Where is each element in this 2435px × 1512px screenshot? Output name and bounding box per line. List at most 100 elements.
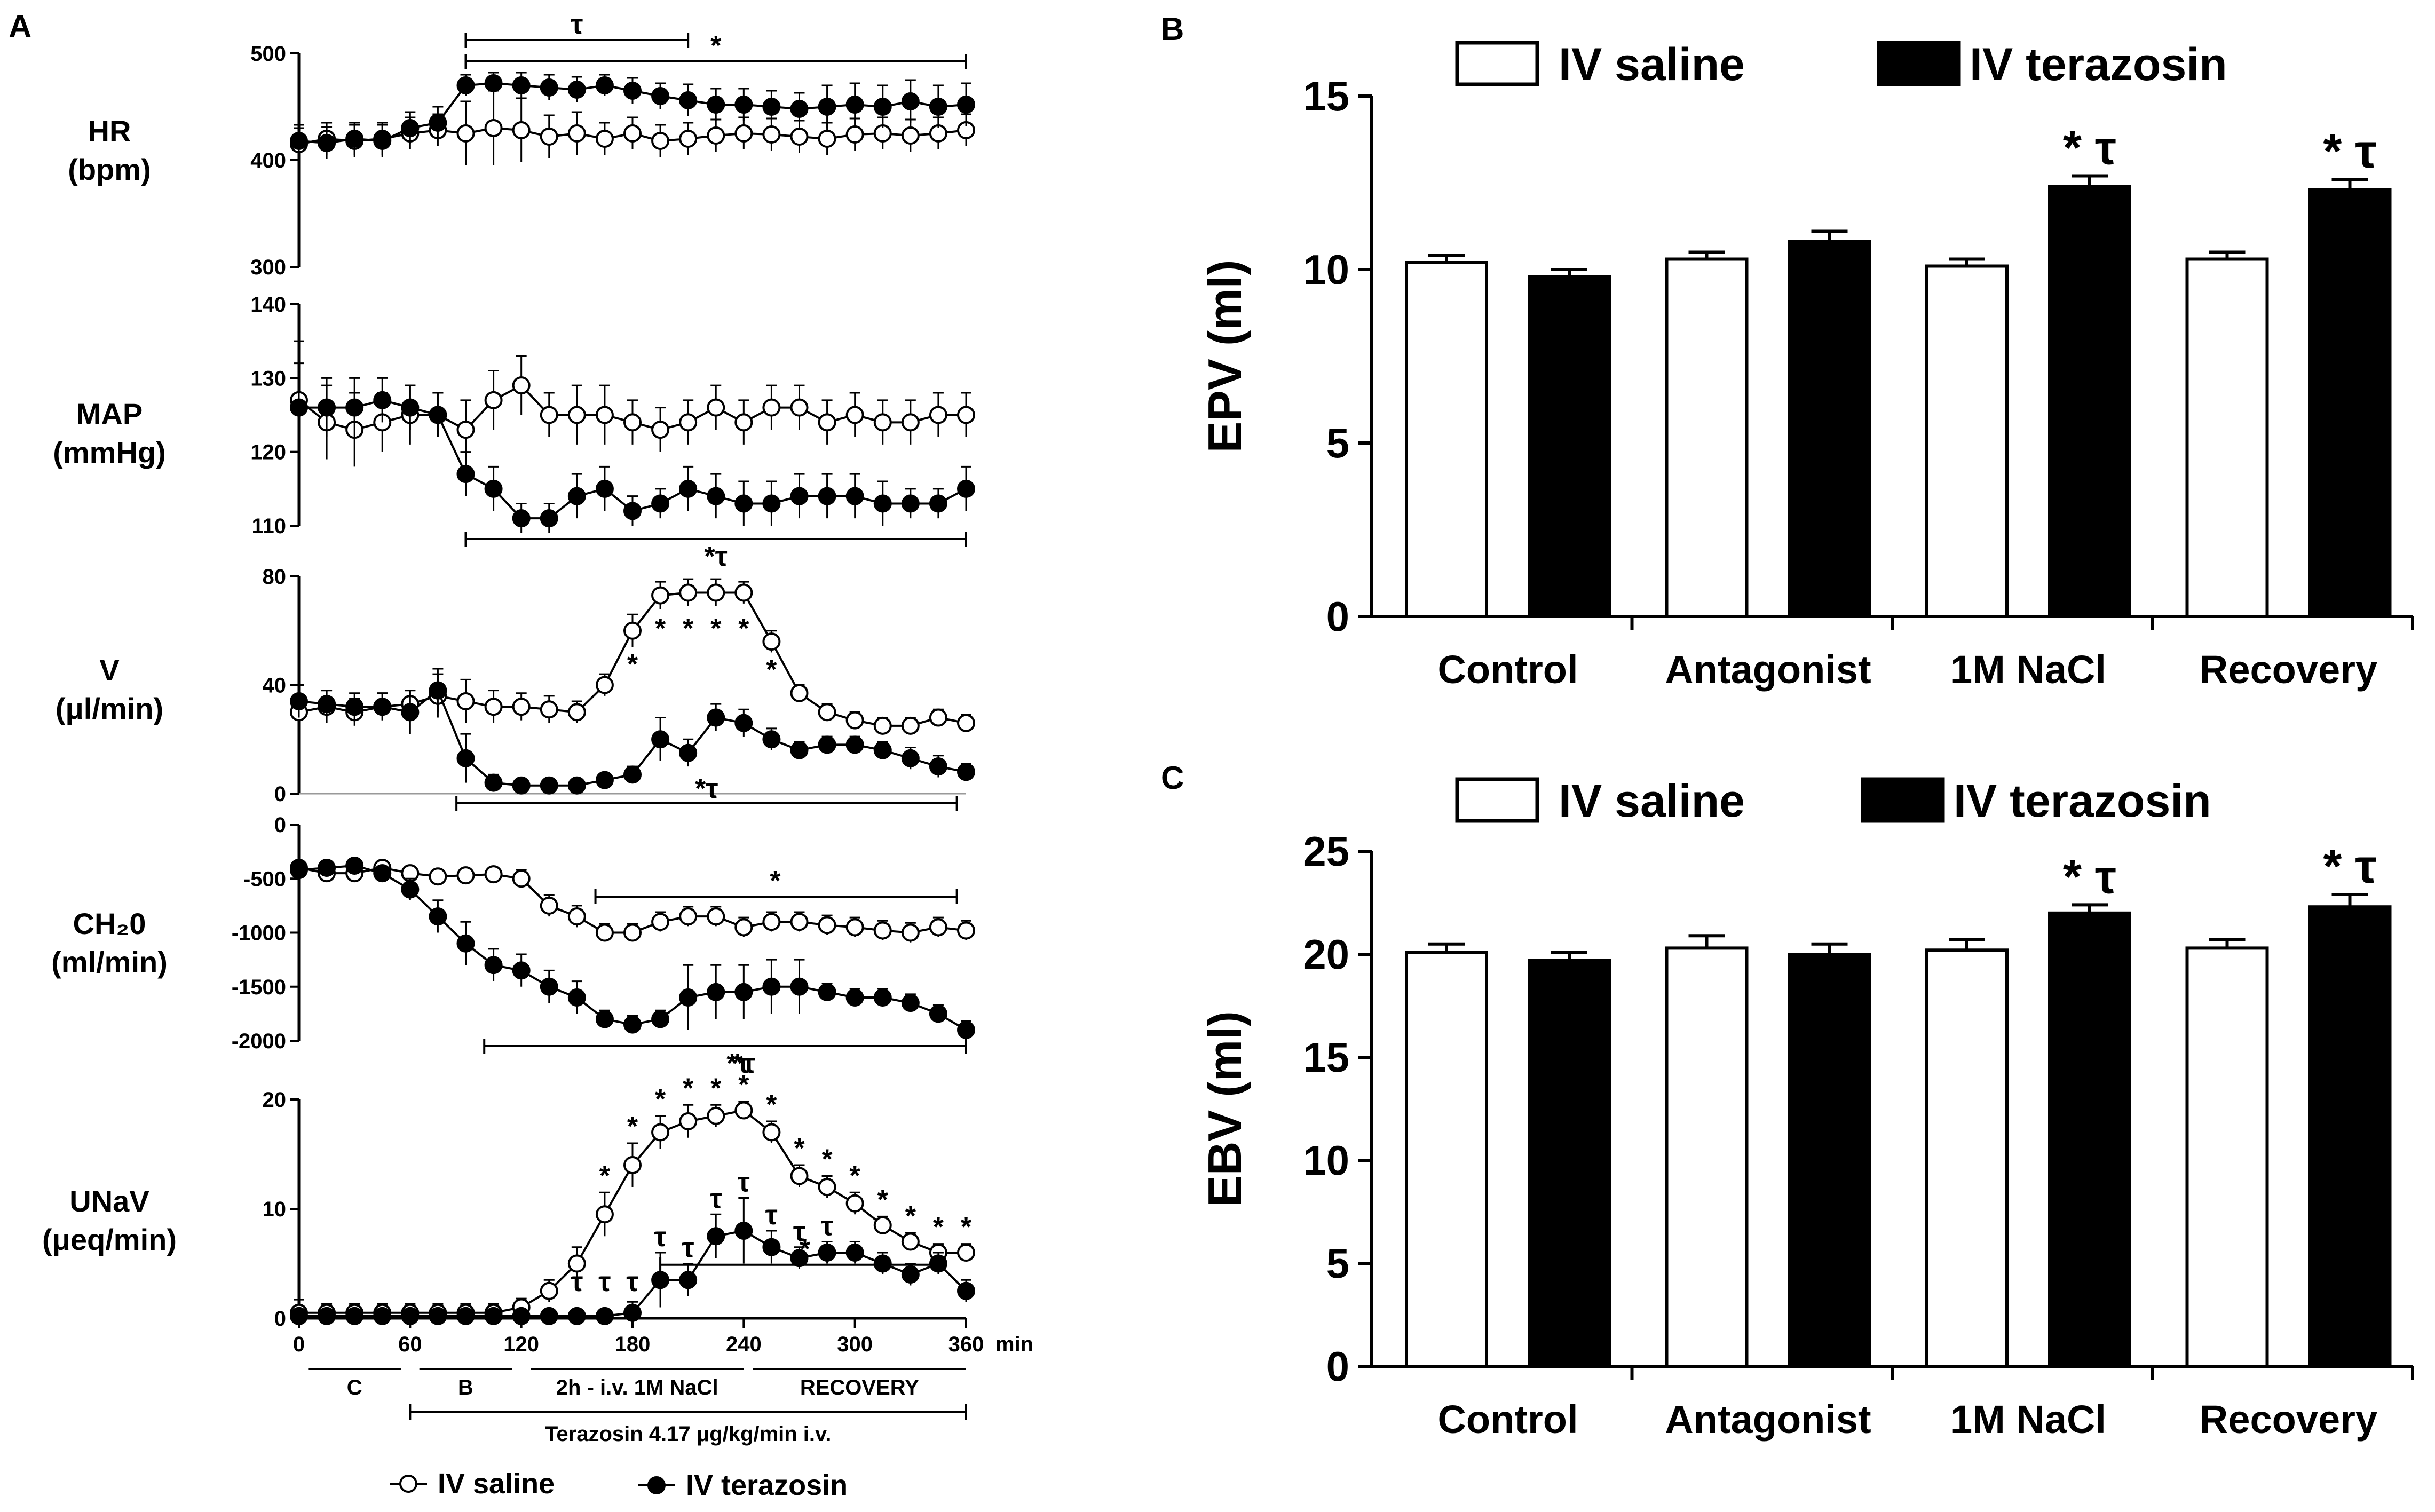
data-point-saline <box>845 406 864 424</box>
y-label-map: MAP <box>76 397 143 431</box>
legend-swatch-terazosin <box>1861 777 1945 823</box>
y-label-v: V <box>99 653 119 687</box>
data-point-saline <box>957 921 975 940</box>
data-point-terazosin <box>567 776 586 795</box>
data-point-saline <box>651 586 670 605</box>
data-point-saline <box>873 921 892 940</box>
phase-labels: C B 2h - i.v. 1M NaCl RECOVERY Terazosin 4.1… <box>308 1368 967 1446</box>
data-point-terazosin <box>873 741 892 759</box>
data-point-saline <box>540 406 558 424</box>
data-point-saline <box>901 1232 920 1251</box>
data-point-terazosin <box>595 1307 614 1325</box>
asterisk-marker: * <box>905 1201 916 1232</box>
data-point-terazosin <box>373 132 392 150</box>
data-point-terazosin <box>929 1004 947 1023</box>
y-tick-label: 20 <box>1303 931 1349 978</box>
data-point-saline <box>790 684 809 702</box>
data-point-terazosin <box>901 1265 920 1284</box>
legend-label-terazosin: IV terazosin <box>686 1469 848 1501</box>
data-point-saline <box>679 130 698 148</box>
y-axis-label: EPV (ml) <box>1198 260 1251 453</box>
legend-marker-saline <box>399 1475 417 1493</box>
data-point-terazosin <box>484 773 503 792</box>
legend-a: IV saline IV terazosin <box>390 1468 848 1501</box>
data-point-terazosin <box>512 961 531 980</box>
x-tick-label: 300 <box>837 1333 873 1356</box>
data-point-saline <box>901 126 920 145</box>
data-point-terazosin <box>567 81 586 99</box>
data-point-saline <box>623 621 642 640</box>
data-point-terazosin <box>456 749 475 767</box>
data-point-saline <box>567 406 586 424</box>
significance-label: * <box>800 1234 811 1265</box>
data-point-saline <box>873 1216 892 1234</box>
y-tick-label: 10 <box>1303 246 1349 293</box>
data-point-terazosin <box>429 907 447 926</box>
data-point-terazosin <box>651 494 670 513</box>
data-point-saline <box>762 398 781 417</box>
data-point-terazosin <box>540 1307 558 1325</box>
data-point-saline <box>762 913 781 931</box>
data-point-saline <box>484 391 503 409</box>
data-point-terazosin <box>290 861 308 880</box>
legend-label-terazosin: IV terazosin <box>1970 39 2227 90</box>
panel-c: C EBV (ml) 0 5 10 15 20 25 Control Antagonist * τ 1… <box>1161 760 2414 1442</box>
data-point-saline <box>679 413 698 432</box>
panel-letter-a: A <box>9 9 31 44</box>
y-unit-hr: (bpm) <box>68 153 151 186</box>
data-point-saline <box>734 918 753 937</box>
line-chart-unav: UNaV (μeq/min) 0 10 20 0 60 120 180 240 300 360 min *… <box>42 1048 1033 1356</box>
y-tick-label: 400 <box>250 149 286 172</box>
data-point-terazosin <box>429 1307 447 1325</box>
data-point-saline <box>762 125 781 144</box>
data-point-terazosin <box>456 1307 475 1325</box>
data-point-terazosin <box>540 776 558 795</box>
y-tick-label: 0 <box>1326 1343 1349 1390</box>
y-unit-ch2o: (ml/min) <box>51 945 168 979</box>
data-point-terazosin <box>429 114 447 132</box>
line-chart-ch2o: CH₂0 (ml/min) -2000 -1500 -1000 -500 0 * *τ <box>51 813 975 1079</box>
y-axis-label: EBV (ml) <box>1198 1011 1251 1207</box>
asterisk-marker: * <box>710 613 722 644</box>
data-point-terazosin <box>707 708 725 727</box>
y-tick-label: 110 <box>251 514 286 538</box>
data-point-saline <box>762 632 781 651</box>
data-point-terazosin <box>456 934 475 953</box>
data-point-saline <box>567 124 586 143</box>
bar-terazosin <box>1528 959 1611 1368</box>
data-point-terazosin <box>651 1010 670 1028</box>
data-point-terazosin <box>873 1254 892 1273</box>
tau-marker: τ <box>821 1211 833 1242</box>
asterisk-marker: * <box>710 1073 722 1104</box>
bar-saline <box>1665 257 1749 618</box>
asterisk-marker: * <box>794 1133 805 1164</box>
data-point-terazosin <box>957 1281 975 1300</box>
bar-saline <box>1665 946 1749 1368</box>
data-point-terazosin <box>401 119 420 137</box>
data-point-saline <box>456 866 475 885</box>
data-point-saline <box>540 1281 558 1300</box>
tau-marker: τ <box>571 1266 583 1297</box>
data-point-saline <box>512 376 531 395</box>
y-tick-label: 15 <box>1303 73 1349 120</box>
significance-label: *τ <box>705 541 728 572</box>
y-tick-label: 0 <box>1326 593 1349 640</box>
data-point-terazosin <box>818 487 836 505</box>
data-point-terazosin <box>679 1271 698 1289</box>
panel-a: AHR(bpm)300400500τ*MAP(mmHg)110120130140… <box>9 9 1033 1501</box>
data-point-terazosin <box>318 398 336 417</box>
asterisk-marker: * <box>683 1073 694 1104</box>
data-point-saline <box>456 692 475 711</box>
bar-terazosin <box>2048 911 2131 1368</box>
data-point-terazosin <box>679 988 698 1007</box>
bar-terazosin <box>2308 905 2392 1368</box>
significance-label: * τ <box>2323 125 2376 178</box>
data-point-saline <box>790 913 809 931</box>
bar-terazosin <box>1788 240 1871 618</box>
x-unit-label: min <box>995 1333 1033 1356</box>
data-point-saline <box>873 413 892 432</box>
y-tick-label: 130 <box>250 367 286 390</box>
data-point-saline <box>623 124 642 143</box>
data-point-saline <box>595 130 614 148</box>
